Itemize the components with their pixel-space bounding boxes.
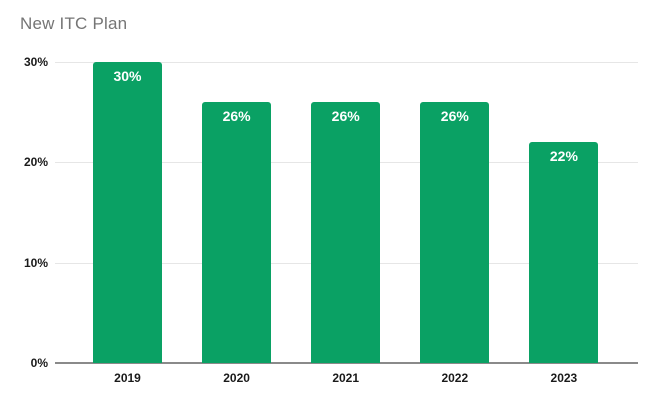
bar-value-label-2020: 26% bbox=[222, 108, 251, 125]
gridline-30% bbox=[55, 62, 638, 63]
x-axis-line bbox=[55, 362, 638, 364]
y-tick-label-10%: 10% bbox=[23, 255, 48, 270]
bar-value-label-2019: 30% bbox=[113, 68, 142, 84]
x-tick-label-2019: 2019 bbox=[114, 371, 141, 385]
x-tick-label-2023: 2023 bbox=[550, 371, 578, 385]
bar-2019: 30% bbox=[93, 62, 162, 363]
plot-area: 30% 26% 26% 26% 22% bbox=[55, 0, 638, 364]
x-tick-label-2021: 2021 bbox=[332, 371, 360, 385]
bar-value-label-2022: 26% bbox=[440, 108, 469, 125]
bar-2023: 22% bbox=[529, 142, 599, 363]
bar-value-label-2021: 26% bbox=[331, 108, 360, 125]
bar-2021: 26% bbox=[311, 102, 381, 363]
y-tick-label-0%: 0% bbox=[30, 356, 48, 370]
y-tick-label-20%: 20% bbox=[23, 155, 48, 170]
x-tick-label-2022: 2022 bbox=[441, 371, 469, 385]
bar-2022: 26% bbox=[420, 102, 490, 363]
x-tick-label-2020: 2020 bbox=[223, 371, 250, 385]
chart-title: New ITC Plan bbox=[20, 14, 128, 33]
bar-2020: 26% bbox=[202, 102, 272, 363]
bar-value-label-2023: 22% bbox=[549, 148, 578, 165]
y-tick-label-30%: 30% bbox=[23, 55, 48, 69]
